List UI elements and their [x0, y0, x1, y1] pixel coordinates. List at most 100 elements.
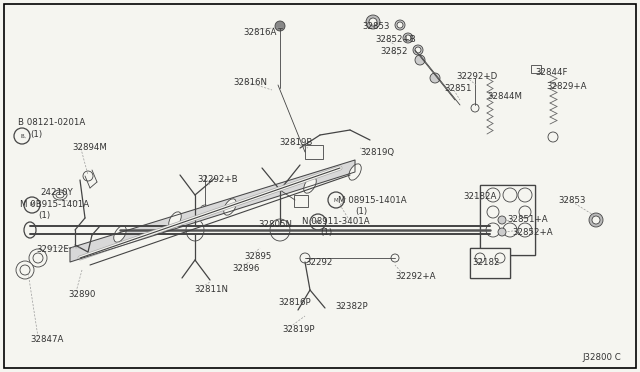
Circle shape [486, 188, 500, 202]
Circle shape [366, 15, 380, 29]
Circle shape [589, 213, 603, 227]
Text: 32844F: 32844F [535, 68, 568, 77]
Circle shape [503, 188, 517, 202]
Text: 32292+D: 32292+D [456, 72, 497, 81]
Text: 32853: 32853 [362, 22, 390, 31]
Text: B: B [20, 134, 24, 138]
Circle shape [310, 214, 326, 230]
Circle shape [518, 188, 532, 202]
Circle shape [498, 216, 506, 224]
Text: M 0B915-1401A: M 0B915-1401A [20, 200, 89, 209]
Text: 32895: 32895 [244, 252, 271, 261]
Text: 32894M: 32894M [72, 143, 107, 152]
Text: 32851: 32851 [444, 84, 472, 93]
Text: N: N [316, 219, 320, 224]
Circle shape [397, 22, 403, 28]
Circle shape [29, 249, 47, 267]
Text: 32851+A: 32851+A [507, 215, 548, 224]
Circle shape [486, 223, 500, 237]
Text: 32829+A: 32829+A [546, 82, 586, 91]
Text: 32890: 32890 [68, 290, 95, 299]
Circle shape [471, 104, 479, 112]
Ellipse shape [270, 219, 290, 241]
Text: 32852: 32852 [380, 47, 408, 56]
Circle shape [200, 205, 210, 215]
FancyBboxPatch shape [294, 195, 308, 207]
Circle shape [33, 253, 43, 263]
Text: 32816A: 32816A [243, 28, 276, 37]
Text: 32292+B: 32292+B [197, 175, 237, 184]
Text: 32912E: 32912E [36, 245, 69, 254]
Circle shape [20, 265, 30, 275]
Text: 32852+A: 32852+A [512, 228, 552, 237]
FancyBboxPatch shape [531, 65, 541, 73]
Circle shape [503, 223, 517, 237]
FancyBboxPatch shape [480, 185, 535, 255]
Circle shape [413, 45, 423, 55]
Text: B 08121-0201A: B 08121-0201A [18, 118, 85, 127]
Ellipse shape [24, 222, 36, 238]
Circle shape [415, 47, 421, 53]
Polygon shape [70, 160, 355, 262]
Ellipse shape [224, 199, 236, 215]
Circle shape [495, 253, 505, 263]
Text: 32844M: 32844M [487, 92, 522, 101]
Text: (1): (1) [355, 207, 367, 216]
Circle shape [369, 18, 377, 26]
Text: (1): (1) [320, 228, 332, 237]
Text: (1): (1) [30, 130, 42, 139]
Text: 32292: 32292 [305, 258, 332, 267]
Circle shape [391, 254, 399, 262]
Text: 32816P: 32816P [278, 298, 310, 307]
Ellipse shape [186, 219, 204, 241]
Circle shape [14, 128, 30, 144]
Text: (1): (1) [38, 211, 50, 220]
FancyBboxPatch shape [480, 185, 535, 255]
Text: 32811N: 32811N [194, 285, 228, 294]
Ellipse shape [169, 212, 181, 228]
FancyBboxPatch shape [470, 248, 510, 278]
Text: 32182A: 32182A [463, 192, 497, 201]
Circle shape [592, 216, 600, 224]
Text: J32800 C: J32800 C [582, 353, 621, 362]
Circle shape [519, 206, 531, 218]
Text: 32805N: 32805N [258, 220, 292, 229]
Circle shape [24, 197, 40, 213]
Text: 32292+A: 32292+A [395, 272, 435, 281]
Circle shape [415, 55, 425, 65]
Text: 24210Y: 24210Y [40, 188, 73, 197]
Text: 32819B: 32819B [279, 138, 312, 147]
Ellipse shape [304, 177, 316, 193]
FancyBboxPatch shape [305, 145, 323, 159]
Text: 32819P: 32819P [282, 325, 314, 334]
Text: M 08915-1401A: M 08915-1401A [338, 196, 406, 205]
Ellipse shape [56, 192, 64, 198]
Text: 32853: 32853 [558, 196, 586, 205]
Circle shape [83, 171, 93, 181]
FancyBboxPatch shape [470, 248, 510, 278]
Text: N 08911-3401A: N 08911-3401A [302, 217, 370, 226]
Circle shape [498, 228, 506, 236]
Text: 32819Q: 32819Q [360, 148, 394, 157]
Circle shape [300, 253, 310, 263]
Circle shape [548, 132, 558, 142]
Circle shape [487, 206, 499, 218]
Circle shape [403, 33, 413, 43]
Text: 32182: 32182 [472, 258, 499, 267]
Text: 32852+B: 32852+B [375, 35, 416, 44]
Text: 32816N: 32816N [233, 78, 267, 87]
Text: 32896: 32896 [232, 264, 259, 273]
Circle shape [328, 192, 344, 208]
Circle shape [395, 20, 405, 30]
Circle shape [430, 73, 440, 83]
Text: M: M [29, 202, 35, 208]
Circle shape [275, 21, 285, 31]
Circle shape [518, 223, 532, 237]
Circle shape [405, 35, 411, 41]
Ellipse shape [349, 164, 361, 180]
Text: 32847A: 32847A [30, 335, 63, 344]
Ellipse shape [114, 226, 126, 242]
Circle shape [16, 261, 34, 279]
Text: M: M [333, 198, 339, 202]
Circle shape [475, 253, 485, 263]
